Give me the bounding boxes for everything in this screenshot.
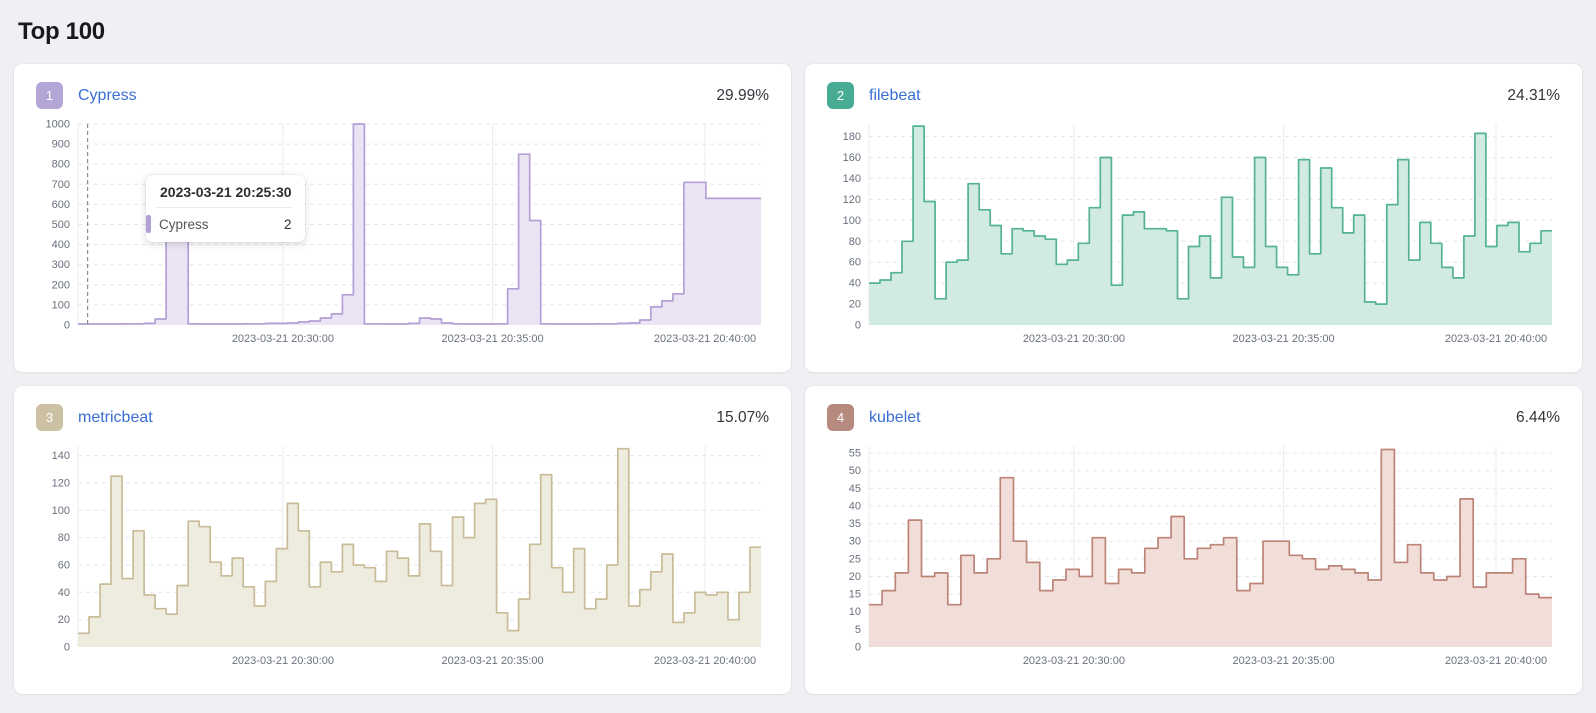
svg-text:2023-03-21 20:30:00: 2023-03-21 20:30:00: [1023, 655, 1125, 667]
panel-header: 1 Cypress 29.99%: [36, 82, 769, 109]
svg-text:400: 400: [52, 239, 70, 251]
panel-cypress: 1 Cypress 29.99% 0 100 200 300 400 500 600 700 8…: [14, 64, 791, 372]
tooltip-series-name: Cypress: [159, 216, 209, 232]
svg-text:2023-03-21 20:35:00: 2023-03-21 20:35:00: [442, 333, 544, 345]
tooltip-timestamp: 2023-03-21 20:25:30: [156, 184, 292, 208]
svg-text:500: 500: [52, 219, 70, 231]
svg-text:40: 40: [849, 278, 861, 290]
percent-value: 24.31%: [1507, 86, 1560, 104]
svg-text:2023-03-21 20:30:00: 2023-03-21 20:30:00: [232, 333, 334, 345]
chart-tooltip: 2023-03-21 20:25:30 Cypress 2: [146, 175, 305, 242]
tooltip-row: Cypress 2: [146, 215, 292, 233]
series-link-cypress[interactable]: Cypress: [78, 86, 137, 104]
svg-text:2023-03-21 20:40:00: 2023-03-21 20:40:00: [654, 655, 756, 667]
series-marker: [146, 215, 151, 233]
chart-metricbeat[interactable]: 0 20 40 60 80 100 120 140 2023-03-21 20:30:00 202…: [36, 439, 769, 671]
svg-text:300: 300: [52, 259, 70, 271]
panel-metricbeat: 3 metricbeat 15.07% 0 20 40 60 80 100 120 140 20…: [14, 386, 791, 694]
svg-text:0: 0: [64, 642, 70, 654]
svg-text:180: 180: [843, 131, 861, 143]
percent-value: 15.07%: [716, 408, 769, 426]
svg-text:2023-03-21 20:40:00: 2023-03-21 20:40:00: [1445, 333, 1547, 345]
svg-text:100: 100: [52, 505, 70, 517]
svg-text:0: 0: [855, 642, 861, 654]
svg-text:100: 100: [843, 215, 861, 227]
chart-cypress[interactable]: 0 100 200 300 400 500 600 700 800 900 1000 2023-03-…: [36, 117, 769, 349]
step-area-chart-svg: 0 100 200 300 400 500 600 700 800 900 1000 2023-03-…: [46, 119, 761, 345]
svg-text:160: 160: [843, 152, 861, 164]
svg-text:2023-03-21 20:40:00: 2023-03-21 20:40:00: [1445, 655, 1547, 667]
svg-text:80: 80: [849, 236, 861, 248]
svg-text:600: 600: [52, 199, 70, 211]
percent-value: 6.44%: [1516, 408, 1560, 426]
percent-value: 29.99%: [716, 86, 769, 104]
svg-text:40: 40: [58, 587, 70, 599]
svg-text:140: 140: [843, 173, 861, 185]
svg-text:40: 40: [849, 500, 861, 512]
svg-text:60: 60: [849, 257, 861, 269]
svg-text:120: 120: [843, 194, 861, 206]
svg-text:2023-03-21 20:35:00: 2023-03-21 20:35:00: [1233, 655, 1335, 667]
rank-badge: 4: [827, 404, 854, 431]
svg-text:0: 0: [64, 320, 70, 332]
svg-text:20: 20: [849, 571, 861, 583]
page-title: Top 100: [18, 18, 105, 45]
svg-text:140: 140: [52, 450, 70, 462]
panel-header: 4 kubelet 6.44%: [827, 404, 1560, 431]
svg-text:2023-03-21 20:40:00: 2023-03-21 20:40:00: [654, 333, 756, 345]
chart-filebeat[interactable]: 0 20 40 60 80 100 120 140 160 180 2023-03-21 20:30…: [827, 117, 1560, 349]
rank-badge: 1: [36, 82, 63, 109]
panel-header: 2 filebeat 24.31%: [827, 82, 1560, 109]
rank-badge: 2: [827, 82, 854, 109]
panel-header: 3 metricbeat 15.07%: [36, 404, 769, 431]
chart-kubelet[interactable]: 0 5 10 15 20 25 30 35 40 45 50 55 2023-03-21 20:30:0…: [827, 439, 1560, 671]
svg-text:700: 700: [52, 179, 70, 191]
series-link-filebeat[interactable]: filebeat: [869, 86, 921, 104]
svg-text:20: 20: [58, 614, 70, 626]
rank-badge: 3: [36, 404, 63, 431]
svg-text:0: 0: [855, 320, 861, 332]
step-area-chart-svg: 0 20 40 60 80 100 120 140 2023-03-21 20:30:00 202…: [52, 446, 761, 667]
svg-text:800: 800: [52, 159, 70, 171]
svg-text:20: 20: [849, 299, 861, 311]
svg-text:2023-03-21 20:30:00: 2023-03-21 20:30:00: [232, 655, 334, 667]
tooltip-series-value: 2: [284, 216, 292, 232]
step-area-chart-svg: 0 5 10 15 20 25 30 35 40 45 50 55 2023-03-21 20:30:0…: [849, 446, 1552, 667]
svg-text:120: 120: [52, 477, 70, 489]
series-link-metricbeat[interactable]: metricbeat: [78, 408, 153, 426]
svg-text:45: 45: [849, 483, 861, 495]
svg-text:2023-03-21 20:35:00: 2023-03-21 20:35:00: [1233, 333, 1335, 345]
svg-text:100: 100: [52, 299, 70, 311]
panel-filebeat: 2 filebeat 24.31% 0 20 40 60 80 100 120 140 160 1…: [805, 64, 1582, 372]
svg-text:50: 50: [849, 465, 861, 477]
svg-text:80: 80: [58, 532, 70, 544]
svg-text:2023-03-21 20:30:00: 2023-03-21 20:30:00: [1023, 333, 1125, 345]
svg-text:15: 15: [849, 589, 861, 601]
svg-text:2023-03-21 20:35:00: 2023-03-21 20:35:00: [442, 655, 544, 667]
svg-text:10: 10: [849, 606, 861, 618]
dashboard-grid: 1 Cypress 29.99% 0 100 200 300 400 500 600 700 8…: [14, 64, 1582, 694]
step-area-chart-svg: 0 20 40 60 80 100 120 140 160 180 2023-03-21 20:30…: [843, 124, 1552, 345]
svg-text:35: 35: [849, 518, 861, 530]
panel-kubelet: 4 kubelet 6.44% 0 5 10 15 20 25 30 35 40 45 50 55 20…: [805, 386, 1582, 694]
series-link-kubelet[interactable]: kubelet: [869, 408, 921, 426]
svg-text:60: 60: [58, 560, 70, 572]
svg-text:5: 5: [855, 624, 861, 636]
svg-text:200: 200: [52, 279, 70, 291]
svg-text:30: 30: [849, 536, 861, 548]
svg-text:1000: 1000: [46, 119, 70, 131]
svg-text:55: 55: [849, 448, 861, 460]
svg-text:25: 25: [849, 553, 861, 565]
svg-text:900: 900: [52, 139, 70, 151]
